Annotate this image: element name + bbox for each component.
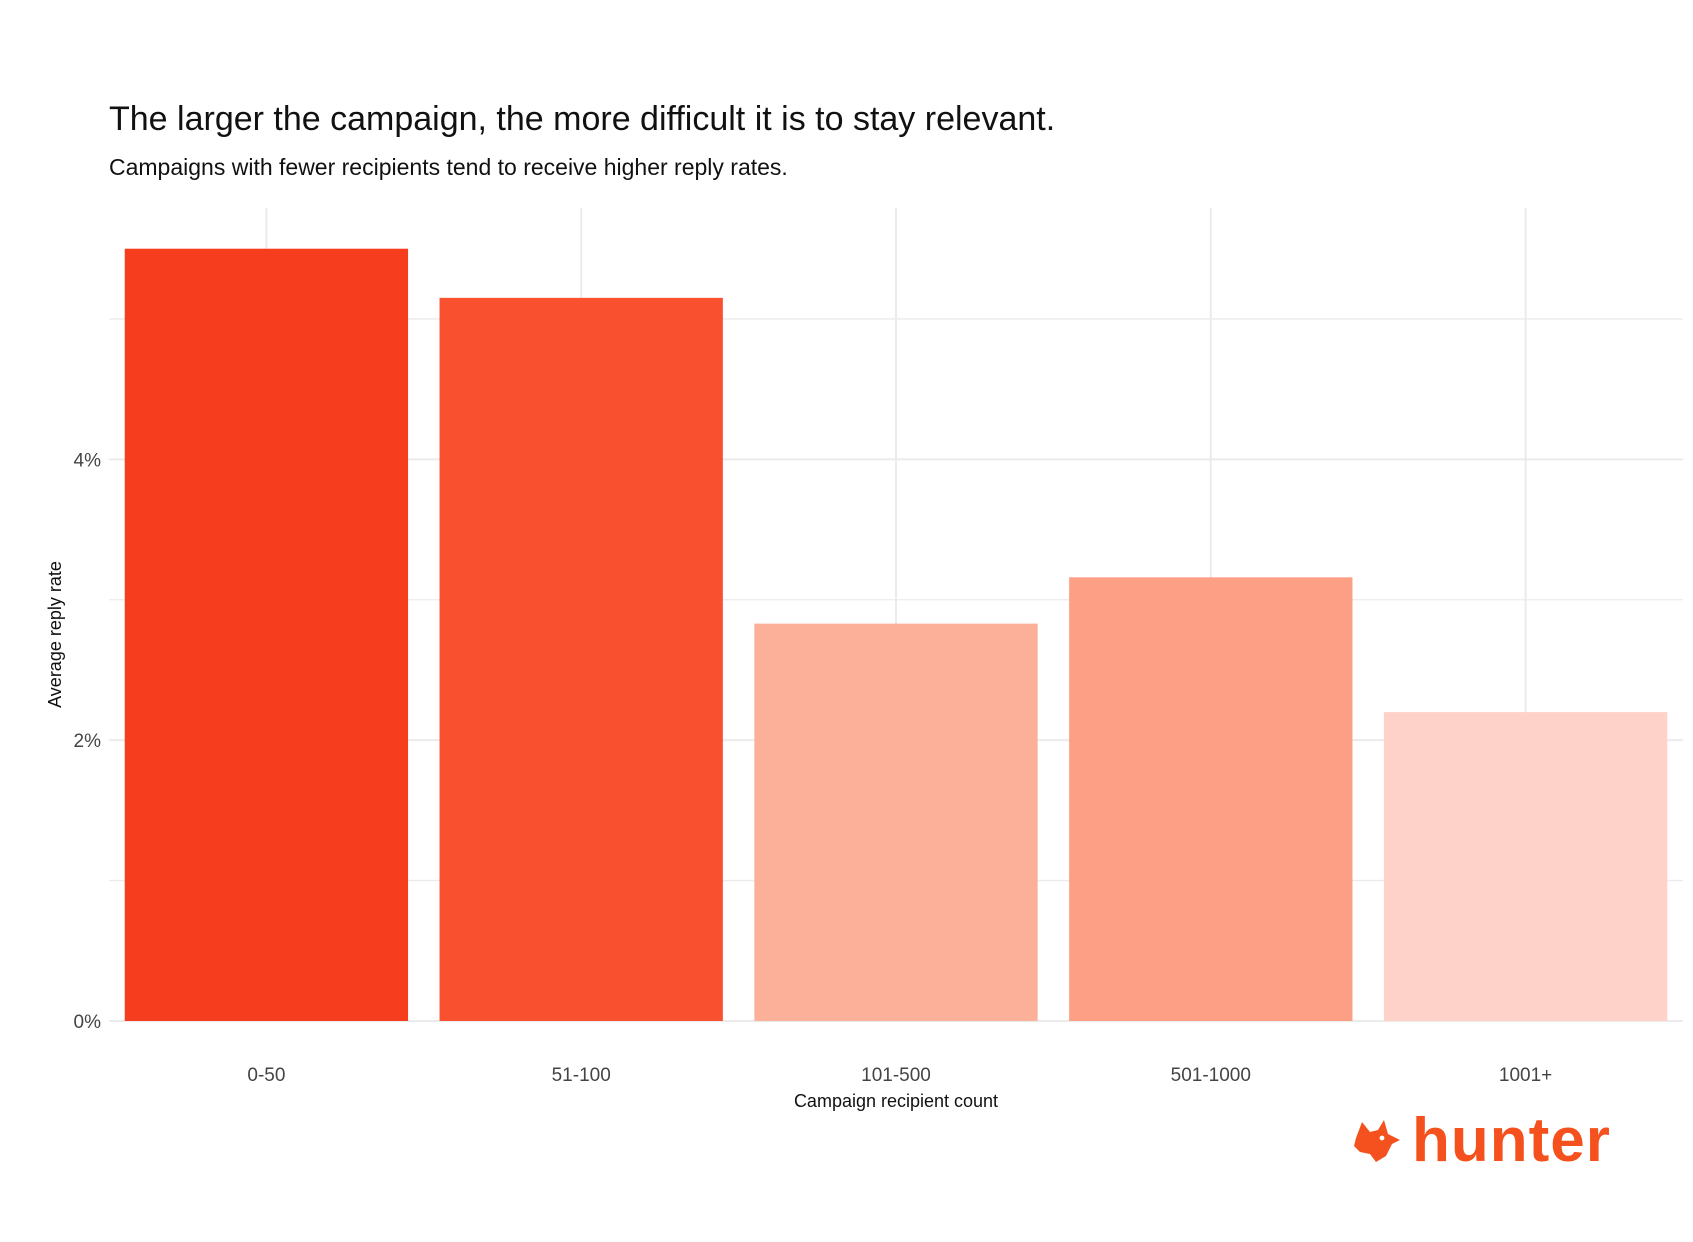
hunter-logo: hunter — [1352, 1110, 1611, 1172]
fox-head-icon — [1354, 1120, 1400, 1162]
logo-text: hunter — [1412, 1106, 1611, 1175]
x-tick-label: 101-500 — [861, 1065, 931, 1086]
y-tick-label: 2% — [74, 731, 102, 752]
y-tick-label: 4% — [74, 450, 102, 471]
x-axis-label: Campaign recipient count — [794, 1091, 998, 1111]
bar-1001+ — [1383, 712, 1668, 1021]
chart-subtitle: Campaigns with fewer recipients tend to … — [109, 154, 788, 180]
bar-51-100 — [439, 297, 723, 1021]
y-tick-label: 0% — [74, 1012, 102, 1033]
x-axis-ticks: 0-50 51-100 101-500 501-1000 1001+ — [247, 1065, 1552, 1086]
chart-title: The larger the campaign, the more diffic… — [109, 100, 1056, 138]
bar-0-50 — [124, 248, 409, 1021]
x-tick-label: 1001+ — [1499, 1065, 1552, 1086]
bars — [124, 248, 1668, 1021]
y-axis-ticks: 0% 2% 4% — [74, 450, 102, 1033]
bar-101-500 — [754, 623, 1038, 1021]
x-tick-label: 51-100 — [552, 1065, 611, 1086]
y-axis-label: Average reply rate — [45, 561, 65, 708]
x-tick-label: 0-50 — [247, 1065, 285, 1086]
bar-501-1000 — [1069, 577, 1353, 1021]
x-tick-label: 501-1000 — [1171, 1065, 1251, 1086]
